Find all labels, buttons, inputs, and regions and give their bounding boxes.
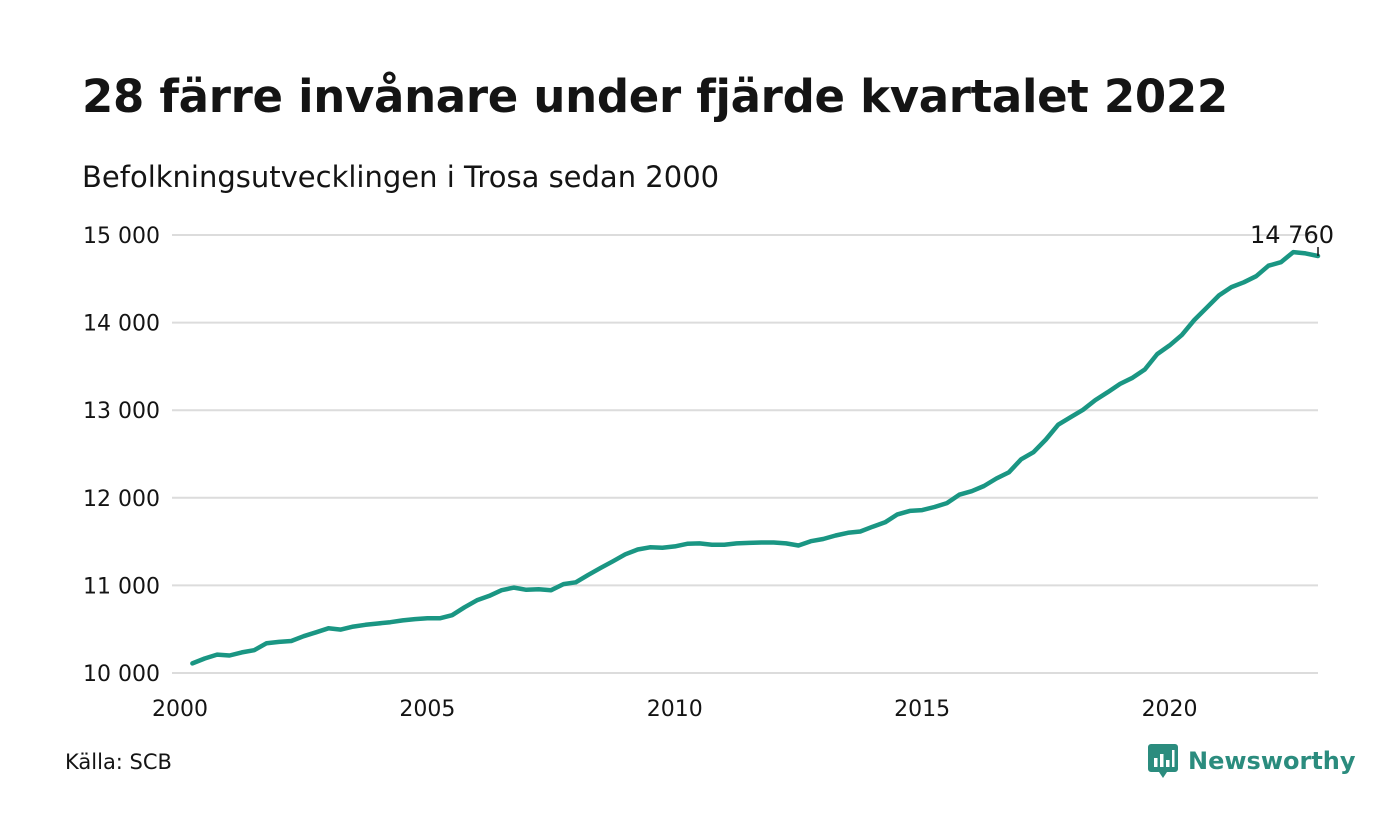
series-line: [190, 249, 1321, 666]
brand-name: Newsworthy: [1188, 747, 1356, 775]
y-tick-label: 15 000: [83, 224, 160, 249]
y-axis-tick-labels: 10 000 11 000 12 000 13 000 14 000 15 000: [83, 224, 160, 687]
brand-logo[interactable]: Newsworthy: [1148, 744, 1356, 778]
y-tick-label: 13 000: [83, 399, 160, 424]
y-tick-label: 10 000: [83, 662, 160, 687]
x-tick-label: 2015: [894, 697, 950, 722]
newsworthy-logo-icon: [1148, 744, 1178, 778]
data-labels: 14 760: [1250, 221, 1334, 257]
gridlines: [172, 234, 1318, 674]
chart-subtitle: Befolkningsutvecklingen i Trosa sedan 20…: [82, 160, 720, 194]
y-tick-label: 12 000: [83, 487, 160, 512]
end-value-label: 14 760: [1250, 221, 1334, 249]
x-tick-label: 2020: [1142, 697, 1198, 722]
y-tick-label: 11 000: [83, 574, 160, 599]
x-axis-tick-labels: 2000 2005 2010 2015 2020: [152, 697, 1198, 722]
source-note: Källa: SCB: [65, 750, 172, 774]
series-layer: [190, 249, 1321, 666]
y-tick-label: 14 000: [83, 312, 160, 337]
chart-title: 28 färre invånare under fjärde kvartalet…: [82, 70, 1228, 123]
x-tick-label: 2000: [152, 697, 208, 722]
x-tick-label: 2005: [399, 697, 455, 722]
x-tick-label: 2010: [647, 697, 703, 722]
